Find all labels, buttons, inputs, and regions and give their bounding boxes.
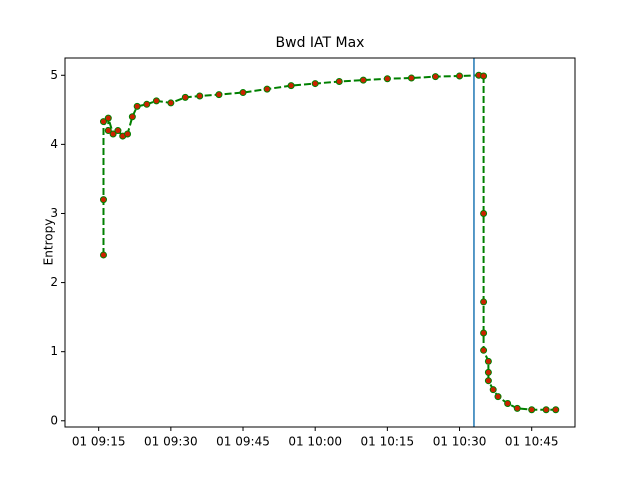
- point: [489, 386, 497, 394]
- point: [480, 209, 488, 217]
- x-tick-label: 01 09:15: [72, 435, 126, 449]
- point: [504, 400, 512, 408]
- point: [239, 89, 247, 97]
- point: [484, 368, 492, 376]
- y-tick-label: 1: [50, 344, 58, 358]
- point: [99, 118, 107, 126]
- point: [133, 102, 141, 110]
- y-tick-label: 2: [50, 275, 58, 289]
- point: [528, 406, 536, 414]
- chart-title: Bwd IAT Max: [276, 35, 365, 51]
- x-tick-label: 01 10:30: [433, 435, 487, 449]
- point: [407, 74, 415, 82]
- y-tick-label: 4: [50, 137, 58, 151]
- point: [383, 75, 391, 83]
- point: [99, 251, 107, 259]
- x-tick-label: 01 09:45: [216, 435, 270, 449]
- point: [480, 72, 488, 80]
- y-tick-label: 5: [50, 68, 58, 82]
- point: [335, 77, 343, 85]
- point: [109, 130, 117, 138]
- point: [114, 127, 122, 135]
- point: [480, 329, 488, 337]
- point: [359, 76, 367, 84]
- point: [128, 113, 136, 121]
- point: [311, 80, 319, 88]
- y-axis-label: Entropy: [42, 219, 56, 266]
- point: [99, 196, 107, 204]
- x-tick-label: 01 10:15: [361, 435, 415, 449]
- point: [552, 406, 560, 414]
- point: [542, 406, 550, 414]
- point: [104, 127, 112, 135]
- x-tick-label: 01 10:45: [505, 435, 559, 449]
- y-tick-label: 0: [50, 413, 58, 427]
- point: [431, 73, 439, 81]
- point: [104, 114, 112, 122]
- point: [215, 91, 223, 99]
- point: [181, 93, 189, 101]
- point: [480, 346, 488, 354]
- x-tick-label: 01 09:30: [144, 435, 198, 449]
- x-tick-label: 01 10:00: [288, 435, 342, 449]
- y-tick-label: 3: [50, 206, 58, 220]
- point: [263, 85, 271, 93]
- point: [456, 72, 464, 80]
- point: [484, 377, 492, 385]
- point: [143, 100, 151, 108]
- point: [513, 404, 521, 412]
- point: [152, 97, 160, 105]
- point: [484, 357, 492, 365]
- plot-frame: [64, 57, 576, 428]
- point: [124, 130, 132, 138]
- point: [167, 99, 175, 107]
- point: [494, 393, 502, 401]
- point: [196, 92, 204, 100]
- point: [480, 298, 488, 306]
- point: [287, 82, 295, 90]
